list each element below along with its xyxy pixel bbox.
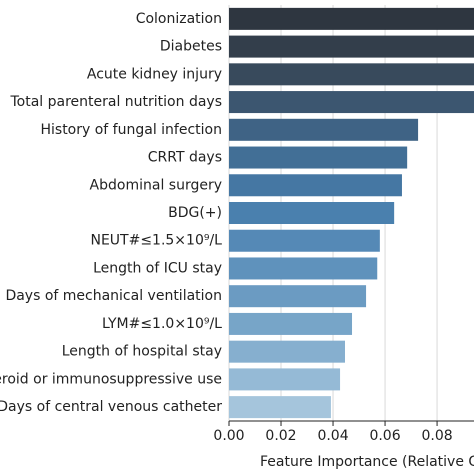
y-tick-label: BDG(+) xyxy=(168,205,222,221)
x-tick-label: 0.02 xyxy=(265,428,296,444)
y-tick-label: Days of central venous catheter xyxy=(0,399,222,415)
y-tick-label: CRRT days xyxy=(148,150,222,166)
y-tick-label: History of fungal infection xyxy=(40,122,222,138)
x-tick-label: 0.06 xyxy=(369,428,400,444)
y-tick-label: Acute kidney injury xyxy=(87,66,222,82)
bar xyxy=(229,340,345,363)
y-tick-label: Length of hospital stay xyxy=(62,344,222,360)
bar xyxy=(229,7,474,30)
y-tick-label: Abdominal surgery xyxy=(90,177,222,193)
bar xyxy=(229,174,402,197)
bar xyxy=(229,368,341,391)
x-tick-label: 0.04 xyxy=(317,428,348,444)
y-tick-label: Total parenteral nutrition days xyxy=(9,94,222,110)
bar xyxy=(229,202,395,224)
bar xyxy=(229,63,474,86)
y-tick-label: Colonization xyxy=(136,11,222,27)
bar xyxy=(229,118,419,141)
bar xyxy=(229,91,474,114)
x-axis-label: Feature Importance (Relative Gini) xyxy=(260,454,474,470)
y-tick-label: Days of mechanical ventilation xyxy=(5,288,222,304)
y-tick-label: Length of ICU stay xyxy=(93,260,222,276)
y-tick-label: Diabetes xyxy=(160,39,222,55)
bar xyxy=(229,229,380,252)
y-tick-label: NEUT#≤1.5×10⁹/L xyxy=(90,233,222,249)
y-tick-label: LYM#≤1.0×10⁹/L xyxy=(102,316,222,332)
bar xyxy=(229,396,331,419)
x-tick-label: 0.08 xyxy=(421,428,452,444)
bar xyxy=(229,257,378,280)
bar xyxy=(229,312,353,335)
bar xyxy=(229,146,408,169)
bar xyxy=(229,285,367,308)
bar xyxy=(229,35,474,58)
y-tick-label: Steroid or immunosuppressive use xyxy=(0,371,222,387)
bars xyxy=(229,7,474,419)
x-tick-label: 0.00 xyxy=(213,428,244,444)
